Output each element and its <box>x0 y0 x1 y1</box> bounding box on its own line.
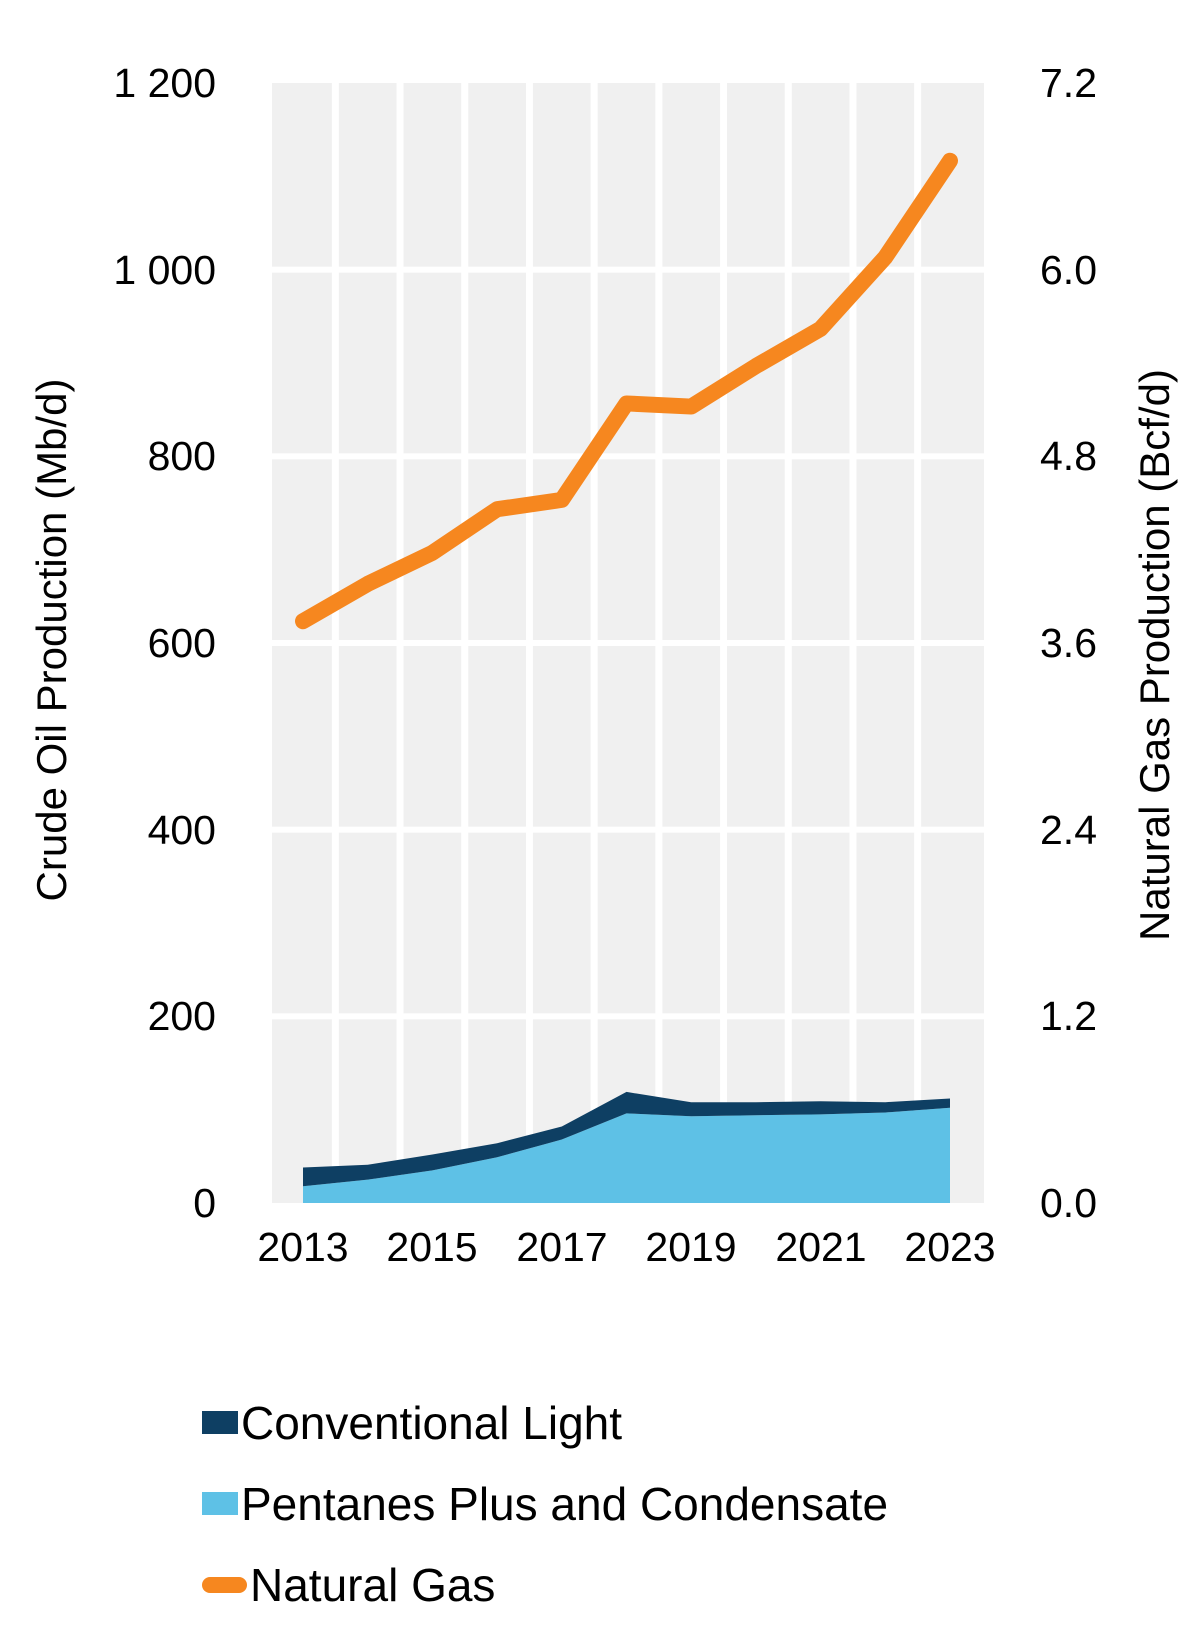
line-natural-gas <box>295 152 958 630</box>
x-tick-2017: 2017 <box>516 1224 608 1270</box>
x-tick-2021: 2021 <box>775 1224 867 1270</box>
x-tick-2013: 2013 <box>257 1224 349 1270</box>
plot-area <box>272 83 984 1203</box>
h-gridline <box>272 826 984 833</box>
y-axis-left-title: Crude Oil Production (Mb/d) <box>28 378 75 902</box>
y-left-tick-400: 400 <box>147 807 216 853</box>
legend-item-conventional-light: Conventional Light <box>202 1382 888 1463</box>
y-right-tick-6-0: 6.0 <box>1040 247 1097 293</box>
y-left-tick-800: 800 <box>147 433 216 479</box>
y-axis-right-title: Natural Gas Production (Bcf/d) <box>1131 369 1178 941</box>
legend-label: Conventional Light <box>241 1396 623 1449</box>
h-gridline <box>272 453 984 460</box>
h-gridline <box>272 640 984 646</box>
legend-label: Natural Gas <box>250 1558 496 1611</box>
y-left-tick-200: 200 <box>147 993 216 1039</box>
x-tick-2015: 2015 <box>386 1224 478 1270</box>
x-tick-2019: 2019 <box>645 1224 737 1270</box>
y-right-tick-1-2: 1.2 <box>1040 993 1097 1039</box>
area-conventional-light <box>303 1091 950 1187</box>
area-pentanes-plus-and-condensate <box>303 1107 950 1203</box>
y-left-tick-600: 600 <box>147 620 216 666</box>
x-tick-2023: 2023 <box>904 1224 996 1270</box>
y-right-tick-0-0: 0.0 <box>1040 1180 1097 1226</box>
y-left-tick-1200: 1 200 <box>113 60 216 106</box>
h-gridline <box>272 266 984 273</box>
legend: Conventional Light Pentanes Plus and Con… <box>202 1382 888 1625</box>
y-right-tick-2-4: 2.4 <box>1040 807 1097 853</box>
y-right-tick-4-8: 4.8 <box>1040 433 1097 479</box>
y-right-tick-7-2: 7.2 <box>1040 60 1097 106</box>
natural-gas-swatch <box>202 1576 247 1593</box>
y-right-tick-3-6: 3.6 <box>1040 620 1097 666</box>
pentanes-plus-swatch <box>202 1492 238 1515</box>
legend-item-pentanes-plus-and-condensate: Pentanes Plus and Condensate <box>202 1463 888 1544</box>
h-gridline <box>272 1013 984 1020</box>
y-left-tick-1000: 1 000 <box>113 247 216 293</box>
y-left-tick-0: 0 <box>193 1180 216 1226</box>
conventional-light-swatch <box>202 1411 238 1434</box>
legend-item-natural-gas: Natural Gas <box>202 1544 888 1625</box>
legend-label: Pentanes Plus and Condensate <box>241 1477 889 1530</box>
